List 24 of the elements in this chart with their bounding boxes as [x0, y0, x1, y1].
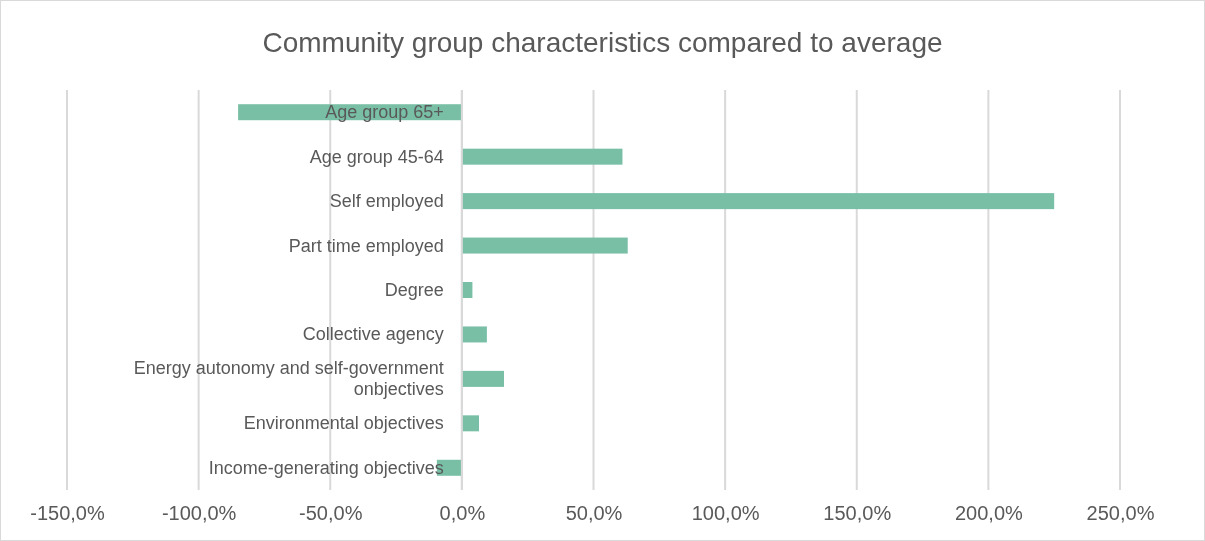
bar — [461, 415, 479, 432]
bar — [461, 193, 1055, 210]
x-tick-label: -150,0% — [30, 502, 105, 525]
x-tick-label: 0,0% — [439, 502, 486, 525]
y-tick-label: Part time employed — [288, 235, 444, 256]
x-tick-label: -50,0% — [299, 502, 363, 525]
y-tick-label: Self employed — [329, 191, 444, 212]
y-tick-label: Degree — [384, 280, 444, 300]
y-tick-label: Energy autonomy and self-government onbjectives — [133, 358, 444, 400]
y-tick-label: Age group 65+ — [325, 102, 444, 123]
y-tick-label: Collective agency — [302, 324, 444, 345]
bar — [461, 148, 623, 165]
y-tick-label: Age group 45-64 — [309, 146, 444, 167]
chart-title: Community group characteristics compared to average — [262, 27, 943, 58]
bar — [461, 237, 628, 254]
x-tick-label: 200,0% — [954, 502, 1023, 525]
x-tick-label: -100,0% — [161, 502, 237, 525]
x-tick-label: 100,0% — [691, 502, 760, 525]
bar — [461, 326, 487, 343]
y-tick-label: Environmental objectives — [243, 413, 444, 434]
x-tick-label: 150,0% — [823, 502, 892, 525]
bar — [461, 370, 504, 387]
x-tick-label: 250,0% — [1086, 502, 1155, 525]
x-tick-label: 50,0% — [565, 502, 623, 525]
